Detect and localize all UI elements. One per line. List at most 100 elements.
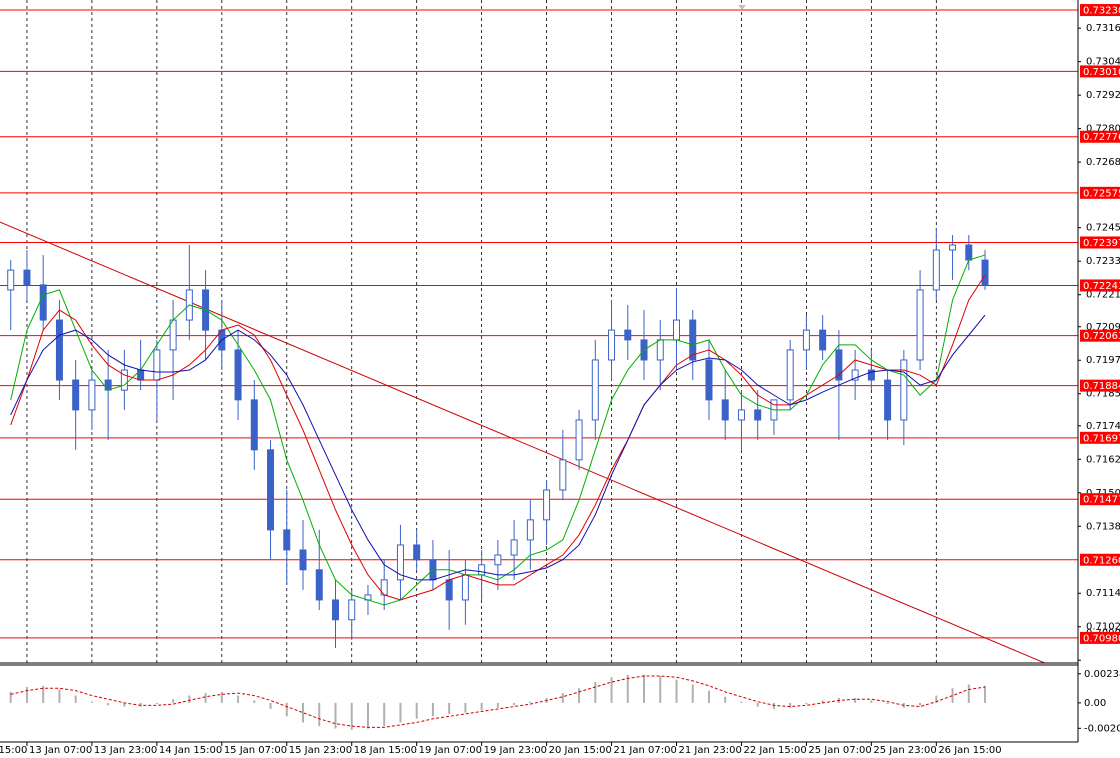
candle-body bbox=[348, 599, 356, 621]
oscillator-bar bbox=[9, 691, 12, 703]
level-tag bbox=[1080, 279, 1120, 292]
candle-body bbox=[900, 359, 908, 421]
x-tick-label: 26 Jan 15:00 bbox=[938, 745, 1001, 756]
oscillator-bar bbox=[204, 693, 207, 703]
oscillator-bar bbox=[935, 695, 938, 703]
y-tick-label: 0.00 bbox=[1084, 698, 1106, 709]
oscillator-plot bbox=[9, 674, 987, 730]
y-tick-label: 0.72095 bbox=[1086, 322, 1120, 333]
moving-average bbox=[10, 274, 986, 601]
oscillator-bar bbox=[237, 695, 240, 703]
oscillator-bar bbox=[90, 701, 93, 703]
oscillator-bar bbox=[302, 702, 305, 723]
oscillator-bar bbox=[854, 698, 857, 703]
level-tag bbox=[1080, 65, 1120, 78]
x-tick-label: 22 Jan 15:00 bbox=[743, 745, 806, 756]
y-tick-label: 0.73165 bbox=[1086, 23, 1120, 34]
candle-body bbox=[396, 544, 404, 581]
oscillator-bar bbox=[318, 702, 321, 727]
candle-body bbox=[267, 449, 275, 531]
oscillator-bar bbox=[139, 702, 142, 707]
level-label: 0.71697 bbox=[1083, 433, 1120, 444]
candle-body bbox=[299, 549, 307, 571]
oscillator-bar bbox=[42, 685, 45, 703]
candle-body bbox=[965, 244, 973, 261]
candle-body bbox=[754, 409, 762, 421]
candle-body bbox=[559, 459, 567, 491]
candle-body bbox=[7, 269, 15, 291]
oscillator-bar bbox=[366, 702, 369, 729]
oscillator-bar bbox=[984, 685, 987, 703]
candle-body bbox=[851, 369, 859, 381]
candle-body bbox=[283, 529, 291, 551]
x-tick-label: 25 Jan 23:00 bbox=[873, 745, 936, 756]
oscillator-bar bbox=[431, 702, 434, 717]
candle-body bbox=[608, 329, 616, 361]
oscillator-bar bbox=[610, 677, 613, 703]
oscillator-bar bbox=[496, 702, 499, 708]
candle-body bbox=[867, 369, 875, 381]
oscillator-bar bbox=[870, 700, 873, 703]
oscillator-bar bbox=[756, 702, 759, 707]
x-tick-label: 15 Jan 23:00 bbox=[289, 745, 352, 756]
candle-body bbox=[802, 329, 810, 351]
oscillator-bar bbox=[155, 702, 158, 705]
level-tag bbox=[1080, 186, 1120, 199]
candle-body bbox=[72, 379, 80, 411]
oscillator-bar bbox=[707, 690, 710, 703]
oscillator-bar bbox=[594, 682, 597, 703]
oscillator-bar bbox=[350, 702, 353, 730]
level-label: 0.72776 bbox=[1083, 132, 1120, 143]
candle-body bbox=[543, 489, 551, 521]
level-label: 0.71884 bbox=[1083, 381, 1120, 392]
oscillator-bar bbox=[253, 700, 256, 703]
candle-body bbox=[591, 359, 599, 421]
candle-body bbox=[786, 349, 794, 401]
x-tick-label: 12 Jan 15:00 bbox=[0, 745, 27, 756]
candle-body bbox=[673, 319, 681, 341]
level-tag bbox=[1080, 379, 1120, 392]
y-tick-label: 0.71855 bbox=[1086, 389, 1120, 400]
oscillator-bar bbox=[772, 702, 775, 709]
main-plot bbox=[0, 0, 1078, 663]
oscillator-bar bbox=[58, 689, 61, 703]
candle-body bbox=[88, 379, 96, 411]
x-tick-label: 19 Jan 23:00 bbox=[484, 745, 547, 756]
oscillator-bar bbox=[886, 702, 889, 705]
level-label: 0.71477 bbox=[1083, 495, 1120, 506]
oscillator-bar bbox=[415, 702, 418, 719]
candle-body bbox=[331, 599, 339, 621]
x-tick-label: 21 Jan 07:00 bbox=[614, 745, 677, 756]
oscillator-bar bbox=[740, 701, 743, 703]
candle-body bbox=[689, 319, 697, 361]
y-tick-label: 0.72805 bbox=[1086, 124, 1120, 135]
candle-body bbox=[315, 569, 323, 601]
candle-body bbox=[737, 409, 745, 421]
candle-body bbox=[104, 379, 112, 391]
candle-body bbox=[932, 249, 940, 291]
candle-body bbox=[884, 379, 892, 421]
candle-body bbox=[39, 284, 47, 321]
candle-body bbox=[510, 539, 518, 556]
oscillator-bar bbox=[123, 702, 126, 707]
candle-body bbox=[835, 349, 843, 381]
candle-body bbox=[494, 554, 502, 566]
oscillator-bar bbox=[25, 687, 28, 703]
oscillator-bar bbox=[464, 702, 467, 713]
x-tick-label: 20 Jan 15:00 bbox=[549, 745, 612, 756]
candle-body bbox=[721, 399, 729, 421]
level-label: 0.72243 bbox=[1083, 281, 1120, 292]
x-tick-label: 21 Jan 23:00 bbox=[679, 745, 742, 756]
oscillator-bar bbox=[789, 702, 792, 708]
level-label: 0.72063 bbox=[1083, 331, 1120, 342]
candle-body bbox=[624, 329, 632, 341]
trendline bbox=[0, 221, 1045, 663]
